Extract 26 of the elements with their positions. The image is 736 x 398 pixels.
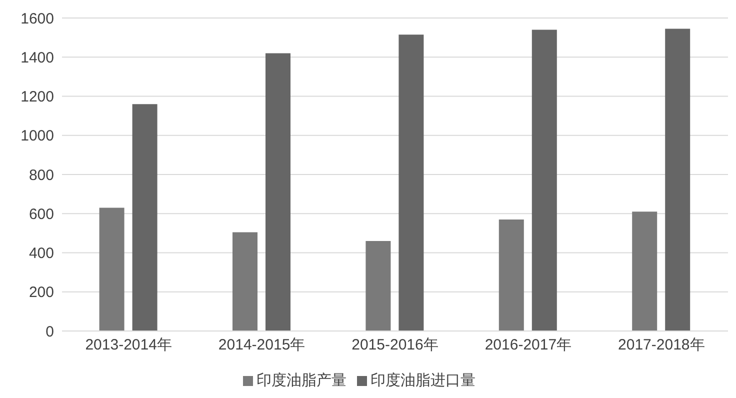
y-tick-label: 1200 [20,88,54,106]
bar [99,208,124,331]
y-tick-label: 600 [28,206,54,223]
bar [265,53,290,331]
y-tick-label: 800 [28,166,54,184]
x-tick-label: 2015-2016年 [352,336,438,354]
y-tick-label: 1600 [20,10,54,28]
bar [366,241,391,331]
y-tick-label: 1000 [20,128,54,145]
y-tick-label: 1400 [20,49,54,66]
bar [132,104,158,331]
bar [498,219,524,331]
legend-label: 印度油脂产量 [256,372,346,389]
y-tick-label: 0 [46,323,54,340]
y-tick-label: 400 [28,245,54,262]
bar [665,28,690,331]
legend-label: 印度油脂进口量 [370,372,476,389]
x-tick-label: 2016-2017年 [484,336,572,354]
y-tick-label: 200 [28,284,54,302]
bar [232,232,258,331]
x-tick-label: 2013-2014年 [85,336,172,354]
x-tick-label: 2017-2018年 [618,336,705,354]
bar [532,30,557,331]
bar [632,212,658,331]
x-tick-label: 2014-2015年 [218,336,306,354]
bar [398,34,424,331]
